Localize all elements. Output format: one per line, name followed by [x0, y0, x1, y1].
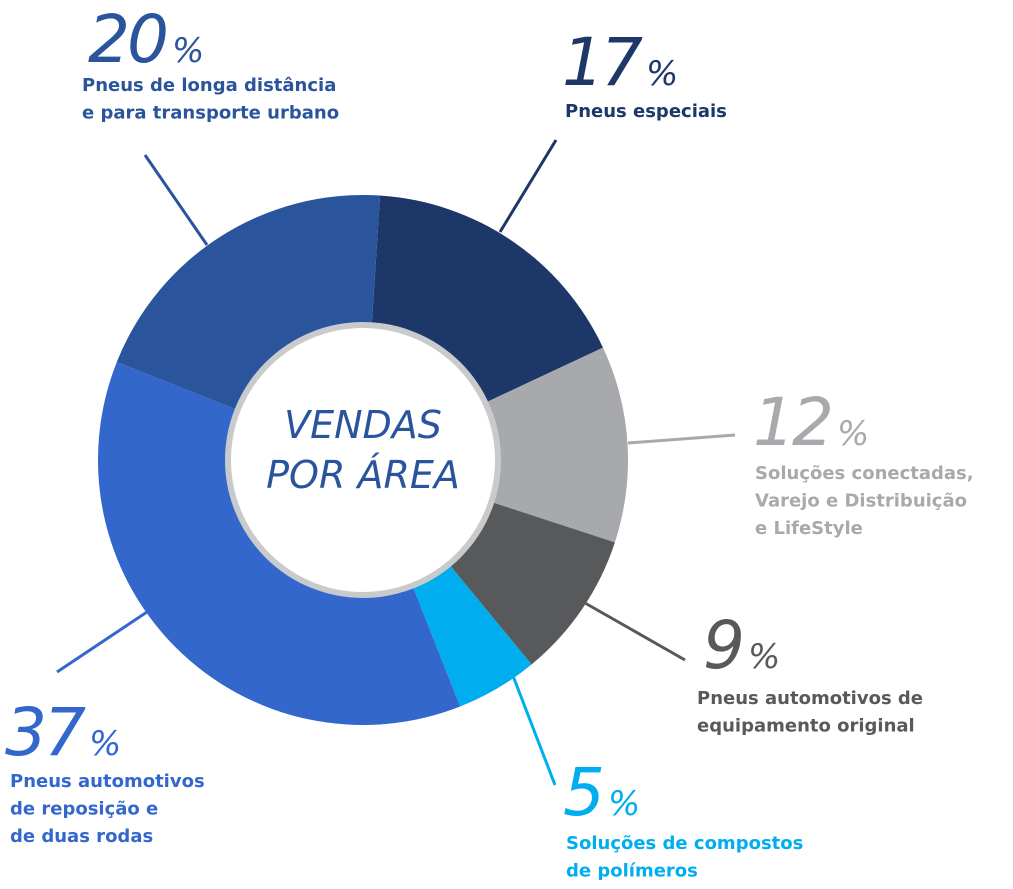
- leader-line: [584, 601, 686, 662]
- category-label: de duas rodas: [10, 826, 153, 847]
- category-label: de reposição e: [10, 799, 158, 820]
- value-number: 12: [753, 384, 831, 461]
- donut-segment: [116, 195, 381, 412]
- value-unit: %: [646, 54, 678, 94]
- donut: [98, 195, 628, 725]
- leader-line: [56, 608, 151, 674]
- value-label: 37%: [5, 694, 121, 771]
- value-unit: %: [608, 784, 640, 824]
- value-unit: %: [172, 31, 204, 71]
- center-label: VENDAS: [284, 403, 442, 447]
- value-number: 5: [563, 754, 602, 831]
- leader-line: [143, 154, 209, 246]
- value-unit: %: [89, 724, 121, 764]
- donut-segment: [98, 362, 461, 725]
- category-label: Varejo e Distribuição: [755, 491, 967, 512]
- category-label: e LifeStyle: [755, 518, 863, 539]
- value-number: 37: [5, 694, 86, 771]
- category-label: de polímeros: [566, 861, 698, 882]
- donut-segment: [480, 347, 628, 543]
- value-number: 9: [703, 607, 742, 684]
- category-label: equipamento original: [697, 716, 915, 737]
- value-label: 5%: [563, 754, 640, 831]
- value-number: 20: [88, 1, 166, 78]
- value-unit: %: [837, 414, 869, 454]
- category-label: Soluções de compostos: [566, 833, 803, 854]
- value-unit: %: [748, 637, 780, 677]
- value-label: 17%: [562, 24, 678, 101]
- donut-segment: [371, 195, 603, 405]
- donut-segment: [410, 560, 532, 707]
- leader-line: [498, 139, 558, 233]
- value-number: 17: [562, 24, 643, 101]
- leader-line: [508, 667, 557, 786]
- donut-segment: [445, 500, 615, 665]
- value-label: 12%: [753, 384, 869, 461]
- category-label: Pneus automotivos: [10, 771, 205, 792]
- leader-line: [627, 433, 736, 445]
- category-label: Pneus automotivos de: [697, 688, 923, 709]
- category-label: e para transporte urbano: [82, 103, 339, 124]
- center-label: POR ÁREA: [266, 453, 460, 497]
- category-label: Soluções conectadas,: [755, 463, 974, 484]
- category-label: Pneus especiais: [565, 101, 727, 122]
- category-label: Pneus de longa distância: [82, 75, 336, 96]
- donut-hole: [225, 322, 501, 598]
- value-label: 20%: [88, 1, 204, 78]
- value-label: 9%: [703, 607, 780, 684]
